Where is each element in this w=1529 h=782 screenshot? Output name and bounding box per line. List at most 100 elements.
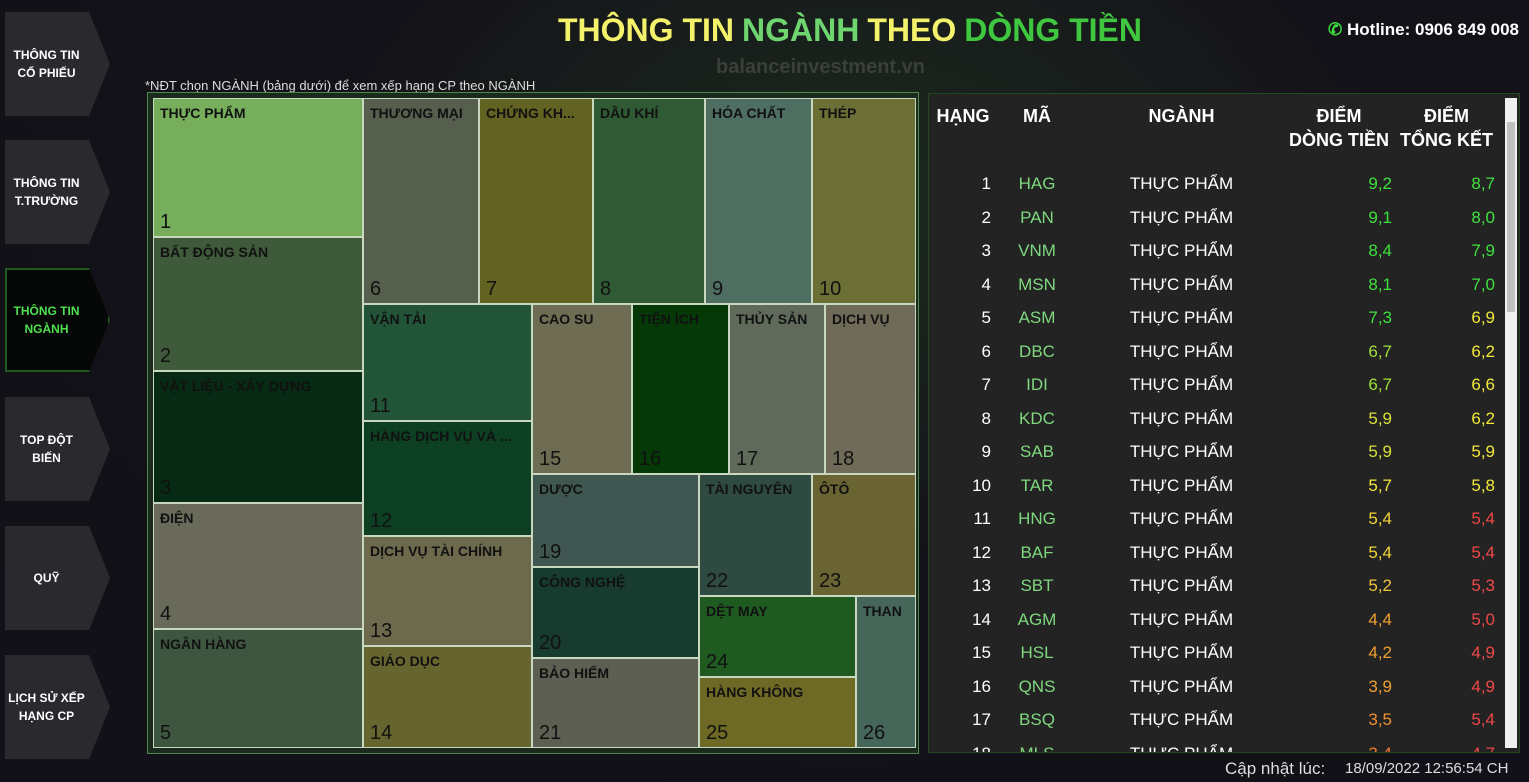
nav-button[interactable]: THÔNG TIN CỔ PHIẾU (5, 12, 110, 116)
table-cell: TAR (1020, 475, 1054, 495)
table-cell: QNS (1018, 676, 1056, 696)
note: *NĐT chọn NGÀNH (bảng dưới) để xem xếp h… (145, 78, 536, 93)
table-cell: 8,7 (1471, 174, 1495, 193)
table-cell: 9 (981, 442, 991, 461)
table-cell: BAF (1020, 542, 1054, 562)
table-cell: THỰC PHẨM (1129, 643, 1234, 662)
industry-rank: 1 (160, 211, 172, 233)
table-cell: 4,7 (1471, 743, 1495, 753)
table-cell: 5,9 (1368, 442, 1392, 461)
industry-tile[interactable]: THAN 26 (856, 596, 916, 748)
industry-rank: 4 (160, 603, 172, 625)
scrollbar-thumb[interactable] (1507, 122, 1515, 312)
table-cell: 5,4 (1471, 710, 1495, 729)
industry-rank: 24 (706, 651, 729, 673)
nav-label: T.TRƯỜNG (14, 194, 79, 208)
table-cell: 8,0 (1471, 207, 1495, 227)
industry-tile[interactable]: HÓA CHẤT 9 (705, 98, 812, 304)
industry-name: BẢO HIỂM (539, 665, 609, 681)
table-cell: 3,5 (1368, 710, 1392, 729)
title-part: NGÀNH (741, 12, 860, 48)
table-cell: 6,9 (1471, 308, 1495, 327)
table-cell: 7,3 (1368, 308, 1392, 327)
nav-button[interactable]: QUỸ (5, 526, 110, 630)
table-cell: 5 (981, 308, 991, 327)
industry-tile[interactable]: DỆT MAY 24 (699, 596, 856, 677)
industry-tile[interactable]: CHỨNG KH... 7 (479, 98, 593, 304)
industry-tile[interactable]: CAO SU 15 (532, 304, 632, 474)
nav-button[interactable]: LỊCH SỬ XẾP HẠNG CP (5, 655, 110, 759)
nav-label: CỔ PHIẾU (17, 66, 76, 80)
industry-rank: 21 (539, 722, 562, 744)
industry-tile[interactable]: THỦY SẢN 17 (729, 304, 825, 474)
table-cell: 8 (981, 408, 991, 428)
industry-tile[interactable]: CÔNG NGHỆ 20 (532, 567, 699, 658)
table-cell: 7 (981, 375, 991, 394)
industry-tile[interactable]: VẬT LIỆU - XÂY DỰNG 3 (153, 371, 363, 503)
table-cell: 5,7 (1368, 475, 1392, 495)
table-cell: 13 (972, 576, 991, 595)
industry-tile[interactable]: BẢO HIỂM 21 (532, 658, 699, 748)
industry-rank: 9 (712, 278, 724, 300)
industry-tile[interactable]: GIÁO DỤC 14 (363, 646, 532, 748)
industry-tile[interactable]: THỰC PHẨM 1 (153, 98, 363, 237)
industry-tile[interactable]: VẬN TẢI 11 (363, 304, 532, 421)
industry-tile[interactable]: DỊCH VỤ TÀI CHÍNH 13 (363, 536, 532, 646)
table-cell: THỰC PHẨM (1129, 207, 1234, 227)
table-cell: 8,1 (1368, 274, 1392, 294)
industry-rank: 10 (819, 278, 842, 300)
industry-tile[interactable]: DẦU KHÍ 8 (593, 98, 705, 304)
industry-name: THÉP (819, 105, 857, 121)
title-part: DÒNG TIỀN (964, 12, 1142, 48)
industry-name: VẬT LIỆU - XÂY DỰNG (160, 378, 312, 394)
industry-rank: 5 (160, 722, 172, 744)
page-title: THÔNG TIN NGÀNH THEO DÒNG TIỀN (480, 12, 1220, 49)
table-cell: 6,6 (1471, 375, 1495, 394)
industry-tile[interactable]: BẤT ĐỘNG SẢN 2 (153, 237, 363, 371)
table-cell: THỰC PHẨM (1129, 676, 1234, 696)
industry-rank: 7 (486, 278, 498, 300)
industry-tile[interactable]: NGÂN HÀNG 5 (153, 629, 363, 748)
industry-tile[interactable]: HÀNG DỊCH VỤ VÀ ... 12 (363, 421, 532, 536)
industry-rank: 12 (370, 510, 393, 532)
industry-rank: 13 (370, 620, 393, 642)
industry-tile[interactable]: DỊCH VỤ 18 (825, 304, 916, 474)
table-cell: THỰC PHẨM (1129, 241, 1234, 260)
industry-rank: 25 (706, 722, 729, 744)
industry-tile[interactable]: DƯỢC 19 (532, 474, 699, 567)
update-time: 18/09/2022 12:56:54 CH (1345, 760, 1509, 777)
table-cell: HNG (1018, 509, 1056, 528)
table-cell: 5,2 (1368, 576, 1392, 595)
nav-button[interactable]: THÔNG TIN T.TRƯỜNG (5, 140, 110, 244)
industry-tile[interactable]: ÔTÔ 23 (812, 474, 916, 596)
industry-tile[interactable]: THÉP 10 (812, 98, 916, 304)
table-cell: AGM (1017, 609, 1057, 629)
industry-rank: 16 (639, 448, 662, 470)
table-cell: 6,7 (1368, 375, 1392, 394)
nav-button[interactable]: TOP ĐỘT BIẾN (5, 397, 110, 501)
column-header: MÃ (1007, 104, 1067, 128)
header-line: NGÀNH (1148, 106, 1215, 126)
table-cell: 1 (981, 174, 991, 193)
nav-label: THÔNG TIN (13, 304, 80, 318)
industry-tile[interactable]: TIỆN ÍCH 16 (632, 304, 729, 474)
table-cell: 4,9 (1471, 643, 1495, 662)
industry-name: DỆT MAY (706, 603, 768, 619)
table-cell: BSQ (1019, 710, 1055, 729)
table-cell: 7,9 (1471, 241, 1495, 260)
table-cell: 9,1 (1368, 207, 1392, 227)
industry-name: HÀNG DỊCH VỤ VÀ ... (370, 428, 512, 444)
industry-tile[interactable]: THƯƠNG MẠI 6 (363, 98, 479, 304)
table-cell: 4,2 (1368, 643, 1392, 662)
table-cell: THỰC PHẨM (1129, 341, 1234, 361)
column-header: ĐIỂM DÒNG TIỀN (1284, 104, 1394, 152)
nav-button[interactable]: THÔNG TIN NGÀNH (5, 268, 110, 372)
industry-tile[interactable]: TÀI NGUYÊN 22 (699, 474, 812, 596)
table-cell: 6,2 (1471, 408, 1495, 428)
industry-tile[interactable]: HÀNG KHÔNG 25 (699, 677, 856, 748)
nav-label: LỊCH SỬ XẾP (8, 691, 85, 705)
industry-tile[interactable]: ĐIỆN 4 (153, 503, 363, 629)
table-cell: MLS (1019, 743, 1055, 753)
hotline[interactable]: ✆ Hotline: 0906 849 008 (1328, 20, 1519, 40)
table-cell: 3 (981, 241, 991, 260)
